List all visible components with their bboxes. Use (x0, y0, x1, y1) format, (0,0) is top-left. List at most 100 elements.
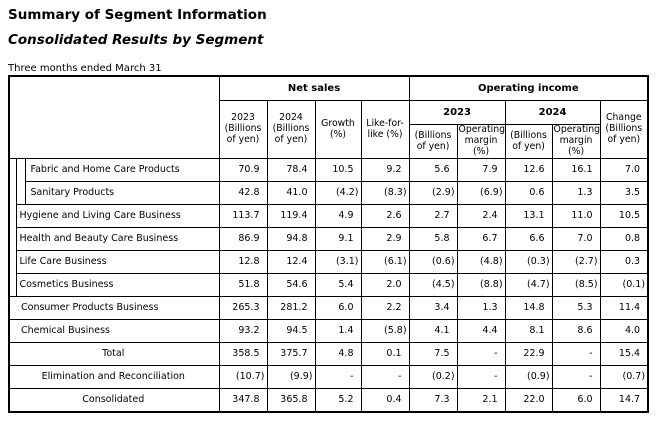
value-cell: 11.0 (551, 204, 601, 229)
row-label: Consolidated (8, 388, 220, 413)
value-cell: 8.1 (504, 319, 553, 344)
value-cell: 2.2 (360, 296, 410, 321)
col-change: Change (Billions of yen) (599, 100, 649, 160)
value-cell: 1.4 (314, 319, 362, 344)
table-row: Hygiene and Living Care Business 113.7 119… (9, 204, 649, 229)
value-cell: (6.1) (360, 250, 410, 275)
value-cell: 4.4 (456, 319, 506, 344)
value-cell: 94.5 (266, 319, 316, 344)
table-row: Chemical Business 93.2 94.5 1.4 (5.8) 4.1 4.4 8… (8, 319, 649, 344)
table-row: Elimination and Reconciliation (10.7) (9.9… (8, 365, 649, 390)
col-oi-year-2023: 2023 (408, 100, 506, 126)
value-cell: 12.6 (504, 158, 553, 183)
col-oi-2024-margin: Operating margin (%) (551, 124, 601, 160)
value-cell: 14.7 (599, 388, 649, 413)
value-cell: - (456, 342, 506, 367)
value-cell: 5.2 (314, 388, 362, 413)
value-cell: 365.8 (266, 388, 316, 413)
value-cell: 6.7 (456, 227, 506, 252)
value-cell: (4.7) (504, 273, 553, 298)
col-net-sales-2023: 2023 (Billions of yen) (218, 100, 268, 160)
value-cell: 6.0 (551, 388, 601, 413)
value-cell: 22.0 (504, 388, 553, 413)
table-row: Life Care Business 12.8 12.4 (3.1) (6.1) (0.6… (9, 250, 649, 275)
table-row: Consolidated 347.8 365.8 5.2 0.4 7.3 2.1 22.0 6.… (8, 388, 649, 413)
value-cell: 14.8 (504, 296, 553, 321)
value-cell: (10.7) (218, 365, 268, 390)
row-label: Life Care Business (15, 250, 220, 275)
table-row: Cosmetics Business 51.8 54.6 5.4 2.0 (4.5) (8.… (9, 273, 649, 298)
value-cell: 51.8 (218, 273, 268, 298)
value-cell: 6.6 (504, 227, 553, 252)
value-cell: (4.8) (456, 250, 506, 275)
value-cell: 0.3 (599, 250, 649, 275)
value-cell: 7.0 (599, 158, 649, 183)
value-cell: 0.8 (599, 227, 649, 252)
value-cell: 358.5 (218, 342, 268, 367)
value-cell: 0.4 (360, 388, 410, 413)
period-note: Three months ended March 31 (8, 62, 162, 74)
value-cell: 11.4 (599, 296, 649, 321)
table-row: Health and Beauty Care Business 86.9 94.8 9… (9, 227, 649, 252)
value-cell: 2.6 (360, 204, 410, 229)
value-cell: (2.7) (551, 250, 601, 275)
value-cell: 4.9 (314, 204, 362, 229)
value-cell: (8.8) (456, 273, 506, 298)
value-cell: (3.1) (314, 250, 362, 275)
hygiene-group-bracket (15, 158, 26, 206)
value-cell: - (456, 365, 506, 390)
value-cell: 7.9 (456, 158, 506, 183)
value-cell: 281.2 (266, 296, 316, 321)
value-cell: 94.8 (266, 227, 316, 252)
value-cell: (6.9) (456, 181, 506, 206)
value-cell: 0.6 (504, 181, 553, 206)
value-cell: 2.4 (456, 204, 506, 229)
row-label: Total (8, 342, 220, 367)
value-cell: (5.8) (360, 319, 410, 344)
value-cell: (8.5) (551, 273, 601, 298)
value-cell: (2.9) (408, 181, 458, 206)
value-cell: 3.5 (599, 181, 649, 206)
value-cell: 2.9 (360, 227, 410, 252)
value-cell: 3.4 (408, 296, 458, 321)
value-cell: 4.8 (314, 342, 362, 367)
value-cell: 347.8 (218, 388, 268, 413)
value-cell: 93.2 (218, 319, 268, 344)
value-cell: 4.0 (599, 319, 649, 344)
value-cell: 2.7 (408, 204, 458, 229)
value-cell: (0.1) (599, 273, 649, 298)
page: Summary of Segment Information Consolida… (8, 7, 650, 413)
value-cell: 4.1 (408, 319, 458, 344)
value-cell: 6.0 (314, 296, 362, 321)
table-row: Consumer Products Business 265.3 281.2 6.0 2… (8, 296, 649, 321)
value-cell: 9.2 (360, 158, 410, 183)
corner-cell (8, 75, 220, 160)
page-title: Summary of Segment Information (8, 7, 267, 23)
value-cell: (0.2) (408, 365, 458, 390)
value-cell: 113.7 (218, 204, 268, 229)
header-row-groups: Net sales Operating income (8, 75, 649, 160)
value-cell: 16.1 (551, 158, 601, 183)
row-label: Cosmetics Business (15, 273, 220, 298)
value-cell: 5.8 (408, 227, 458, 252)
operating-income-group-header: Operating income (408, 75, 649, 102)
value-cell: (9.9) (266, 365, 316, 390)
table-body: Fabric and Home Care Products 70.9 78.4 10.… (8, 158, 649, 413)
value-cell: 7.0 (551, 227, 601, 252)
value-cell: 12.4 (266, 250, 316, 275)
value-cell: 265.3 (218, 296, 268, 321)
row-label: Fabric and Home Care Products (24, 158, 220, 183)
row-label: Hygiene and Living Care Business (15, 204, 220, 229)
segment-results-table: Net sales Operating income 2023 (Billion… (8, 74, 650, 413)
value-cell: 42.8 (218, 181, 268, 206)
value-cell: 70.9 (218, 158, 268, 183)
header-row-years: 2023 (Billions of yen) 2024 (Billions of… (9, 100, 649, 160)
value-cell: - (314, 365, 362, 390)
row-label: Consumer Products Business (8, 296, 220, 321)
value-cell: 5.4 (314, 273, 362, 298)
value-cell: - (551, 342, 601, 367)
value-cell: (0.7) (599, 365, 649, 390)
value-cell: 10.5 (314, 158, 362, 183)
value-cell: 7.3 (408, 388, 458, 413)
row-label: Sanitary Products (24, 181, 220, 206)
